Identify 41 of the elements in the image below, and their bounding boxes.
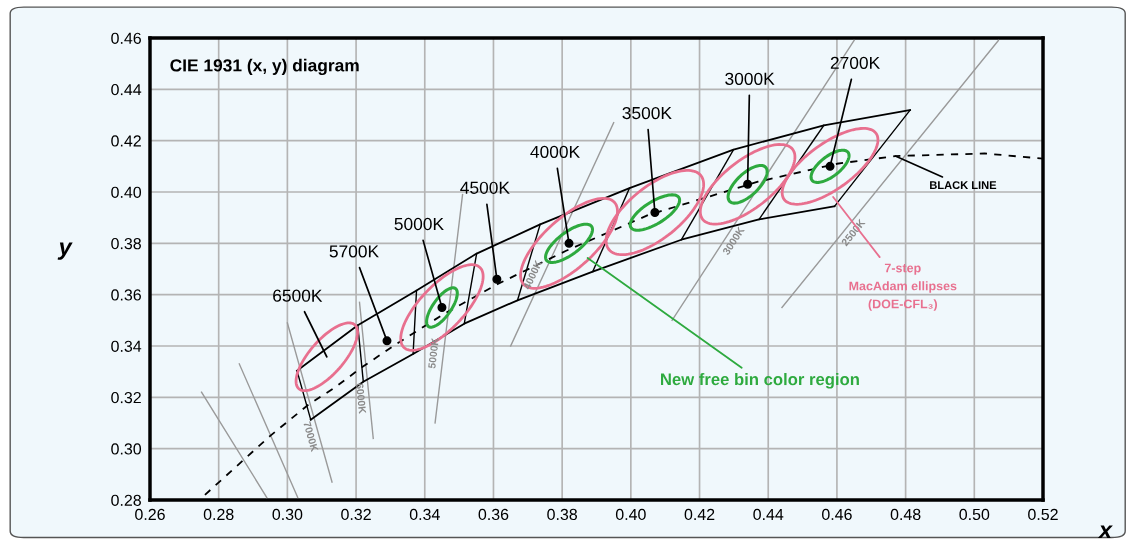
x-tick-label: 0.28 bbox=[203, 508, 234, 521]
y-tick-label: 0.38 bbox=[111, 237, 141, 250]
y-tick-label: 0.46 bbox=[111, 32, 141, 44]
x-tick-label: 0.52 bbox=[1028, 508, 1058, 521]
annotation: 6500K bbox=[273, 289, 323, 302]
x-tick-label: 0.38 bbox=[547, 508, 577, 521]
x-tick-label: 0.30 bbox=[272, 508, 303, 521]
x-tick-label: 0.48 bbox=[890, 508, 921, 521]
annotation: 4500K bbox=[460, 181, 510, 194]
annotation: 5000K bbox=[394, 217, 444, 231]
annotation: 3500K bbox=[622, 106, 672, 120]
y-tick-label: 0.44 bbox=[111, 83, 142, 96]
x-tick-label: 0.32 bbox=[341, 508, 371, 521]
annotation: New free bin color region bbox=[661, 373, 859, 389]
x-axis-title: x bbox=[1097, 525, 1113, 538]
y-tick-label: 0.32 bbox=[111, 391, 141, 404]
annotation: 5700K bbox=[329, 245, 379, 258]
text: CIE 1931 (x, y) diagram bbox=[170, 58, 359, 76]
annotation: 2700K bbox=[830, 56, 880, 69]
x-tick-label: 0.50 bbox=[959, 508, 990, 521]
text: 7000K bbox=[303, 421, 319, 453]
text: 6000K bbox=[355, 383, 367, 414]
y-tick-label: 0.42 bbox=[111, 135, 141, 147]
y-tick-label: 0.34 bbox=[111, 340, 142, 352]
y-tick-label: 0.36 bbox=[111, 289, 141, 301]
text: 5000K bbox=[428, 337, 439, 369]
y-axis-title: y bbox=[57, 242, 73, 260]
x-tick-label: 0.44 bbox=[753, 508, 784, 521]
y-tick-label: 0.28 bbox=[111, 494, 141, 506]
annotation: 4000K bbox=[530, 145, 580, 158]
x-tick-label: 0.40 bbox=[615, 508, 646, 521]
x-tick-label: 0.26 bbox=[135, 508, 165, 521]
y-tick-label: 0.40 bbox=[111, 186, 142, 198]
x-tick-label: 0.36 bbox=[478, 508, 509, 521]
x-tick-label: 0.34 bbox=[409, 508, 440, 521]
x-tick-label: 0.42 bbox=[684, 508, 715, 521]
y-tick-label: 0.30 bbox=[111, 443, 142, 455]
x-tick-label: 0.46 bbox=[822, 508, 852, 521]
annotation: 7-step MacAdam ellipses (DOE-CFL₃) bbox=[849, 263, 957, 311]
annotation: 3000K bbox=[725, 72, 775, 85]
text: BLACK LINE bbox=[930, 181, 997, 190]
